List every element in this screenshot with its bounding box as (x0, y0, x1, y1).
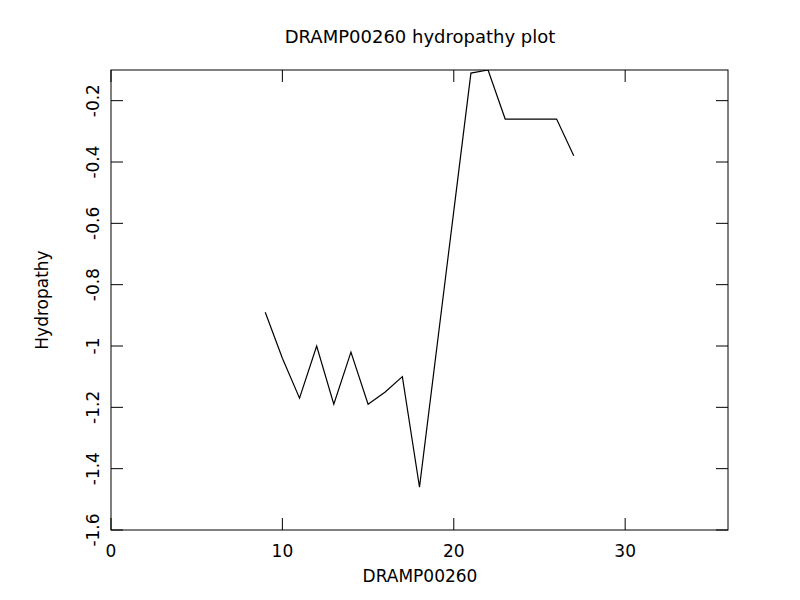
x-tick (453, 70, 454, 82)
x-tick-label: 20 (443, 541, 465, 561)
y-tick (111, 407, 123, 408)
chart: DRAMP00260 hydropathy plot DRAMP00260 Hydr… (0, 0, 800, 600)
y-tick (716, 346, 728, 347)
x-tick (453, 518, 454, 530)
y-tick (716, 100, 728, 101)
x-axis-label: DRAMP00260 (363, 566, 478, 586)
title: DRAMP00260 hydropathy plot (285, 26, 556, 47)
y-tick (111, 468, 123, 469)
x-tick (625, 518, 626, 530)
y-axis-label: Hydropathy (32, 250, 52, 349)
y-tick-label: -0.6 (83, 207, 103, 240)
x-tick (111, 70, 112, 82)
x-tick-label: 10 (272, 541, 294, 561)
x-tick-label: 30 (614, 541, 636, 561)
y-tick (716, 223, 728, 224)
hydropathy-line (265, 70, 574, 487)
y-tick (111, 162, 123, 163)
x-tick (625, 70, 626, 82)
plot-frame (111, 70, 728, 530)
background (0, 0, 800, 600)
y-tick-label: -1 (83, 338, 103, 355)
x-tick-label: 0 (106, 541, 117, 561)
y-tick (716, 468, 728, 469)
y-tick (716, 284, 728, 285)
y-tick-label: -0.2 (83, 84, 103, 117)
x-tick (282, 70, 283, 82)
y-tick (111, 530, 123, 531)
plot-area (265, 70, 574, 487)
y-tick-label: -0.8 (83, 268, 103, 301)
y-tick-label: -1.6 (83, 513, 103, 546)
y-tick (716, 162, 728, 163)
y-tick (111, 100, 123, 101)
x-tick (282, 518, 283, 530)
x-tick (111, 518, 112, 530)
y-tick (111, 284, 123, 285)
y-tick-label: -0.4 (83, 145, 103, 178)
y-tick (716, 530, 728, 531)
y-tick (111, 346, 123, 347)
y-tick-label: -1.4 (83, 452, 103, 485)
y-tick (716, 407, 728, 408)
y-tick-label: -1.2 (83, 391, 103, 424)
y-tick (111, 223, 123, 224)
